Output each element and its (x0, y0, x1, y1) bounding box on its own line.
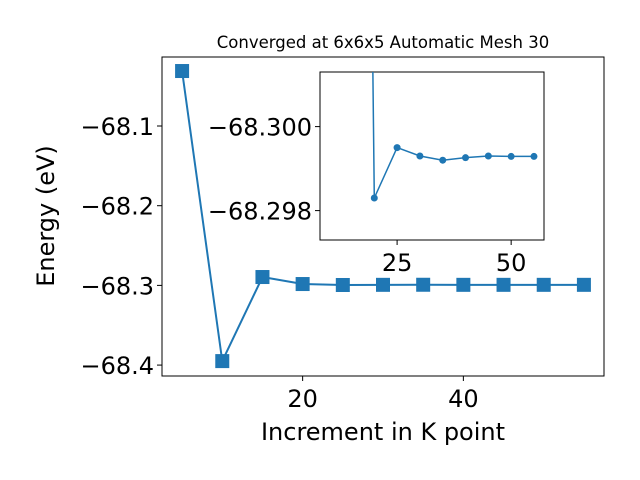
marker (439, 156, 447, 164)
marker (496, 277, 511, 292)
marker (456, 277, 471, 292)
marker (416, 277, 431, 292)
x-tick-label: 25 (382, 249, 413, 277)
marker (484, 152, 492, 160)
x-axis-label: Increment in K point (261, 418, 505, 446)
y-tick-label: −68.2 (80, 193, 154, 221)
marker (507, 152, 515, 160)
chart-title: Converged at 6x6x5 Automatic Mesh 30 (217, 33, 549, 52)
marker (416, 152, 424, 160)
plot-frame (161, 56, 605, 377)
marker (255, 270, 270, 285)
marker (175, 64, 190, 79)
series (370, 72, 538, 202)
marker (215, 354, 230, 369)
marker (536, 277, 551, 292)
series (175, 64, 591, 369)
marker (370, 194, 378, 202)
x-tick-label: 40 (448, 385, 479, 413)
x-tick-label: 20 (287, 385, 318, 413)
plot-frame (319, 71, 545, 241)
marker (530, 152, 538, 160)
y-tick-label: −68.298 (208, 198, 312, 226)
x-tick-label: 50 (496, 249, 527, 277)
marker (295, 277, 310, 292)
marker (462, 154, 470, 162)
y-tick-label: −68.4 (80, 352, 154, 380)
y-axis-label: Energy (eV) (32, 145, 60, 287)
y-tick-label: −68.3 (80, 272, 154, 300)
marker (393, 144, 401, 152)
marker (376, 277, 390, 292)
marker (576, 277, 591, 292)
marker (335, 277, 350, 292)
y-tick-label: −68.300 (208, 114, 312, 142)
y-tick-label: −68.1 (80, 113, 154, 141)
